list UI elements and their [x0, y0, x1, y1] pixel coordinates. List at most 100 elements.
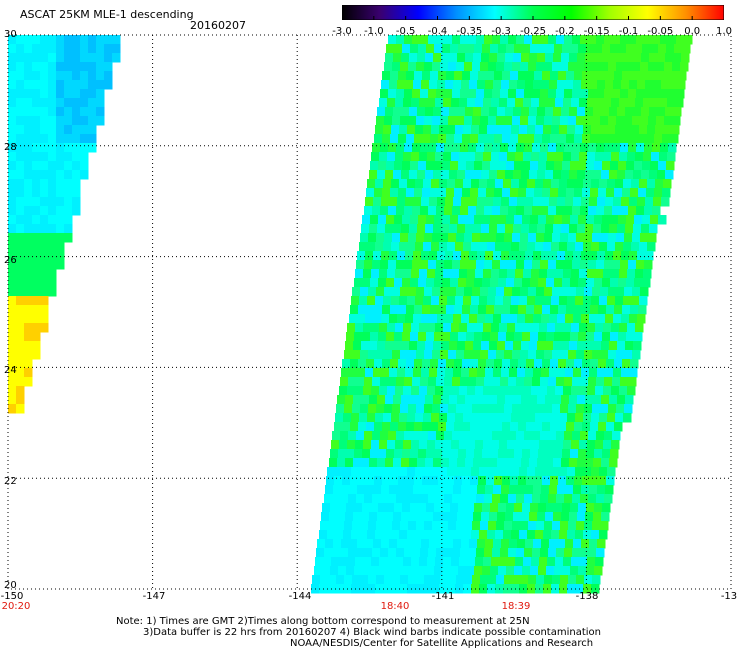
- wind-cell: [368, 233, 377, 243]
- colorbar-tick-label: -0.25: [520, 26, 546, 37]
- wind-cell: [8, 143, 17, 153]
- wind-cell: [16, 278, 25, 288]
- wind-cell: [517, 197, 526, 207]
- wind-cell: [390, 134, 399, 144]
- wind-cell: [88, 107, 97, 117]
- wind-cell: [599, 125, 608, 135]
- wind-cell: [477, 539, 486, 549]
- wind-cell: [352, 287, 361, 297]
- wind-cell: [603, 386, 612, 396]
- wind-cell: [104, 35, 113, 45]
- wind-cell: [588, 377, 597, 387]
- wind-cell: [559, 242, 568, 252]
- wind-cell: [604, 377, 613, 387]
- wind-cell: [547, 440, 556, 450]
- wind-cell: [330, 566, 339, 576]
- wind-cell: [516, 548, 525, 558]
- wind-cell: [441, 341, 450, 351]
- wind-cell: [40, 188, 49, 198]
- wind-cell: [347, 440, 356, 450]
- wind-cell: [454, 134, 463, 144]
- wind-cell: [584, 116, 593, 126]
- wind-cell: [598, 305, 607, 315]
- wind-cell: [411, 152, 420, 162]
- wind-cell: [575, 530, 584, 540]
- wind-cell: [618, 44, 627, 54]
- wind-cell: [661, 80, 670, 90]
- wind-cell: [610, 161, 619, 171]
- wind-cell: [387, 269, 396, 279]
- wind-cell: [595, 98, 604, 108]
- wind-cell: [370, 215, 379, 225]
- wind-cell: [434, 44, 443, 54]
- wind-cell: [386, 44, 395, 54]
- wind-cell: [8, 134, 17, 144]
- wind-cell: [564, 143, 573, 153]
- wind-cell: [528, 521, 537, 531]
- wind-cell: [367, 179, 376, 189]
- wind-cell: [542, 422, 551, 432]
- wind-cell: [614, 359, 623, 369]
- wind-cell: [474, 332, 483, 342]
- wind-cell: [618, 161, 627, 171]
- wind-cell: [470, 305, 479, 315]
- wind-cell: [510, 71, 519, 81]
- wind-cell: [399, 467, 408, 477]
- wind-cell: [418, 449, 427, 459]
- wind-cell: [592, 350, 601, 360]
- wind-cell: [359, 413, 368, 423]
- wind-cell: [456, 116, 465, 126]
- wind-cell: [468, 143, 477, 153]
- wind-cell: [588, 431, 597, 441]
- wind-cell: [620, 89, 629, 99]
- wind-cell: [382, 359, 391, 369]
- wind-cell: [453, 485, 462, 495]
- wind-cell: [487, 530, 496, 540]
- wind-cell: [583, 242, 592, 252]
- wind-cell: [640, 62, 649, 72]
- wind-cell: [645, 197, 654, 207]
- wind-cell: [403, 386, 412, 396]
- wind-cell: [542, 476, 551, 486]
- wind-cell: [428, 260, 437, 270]
- wind-cell: [643, 269, 652, 279]
- wind-cell: [498, 278, 507, 288]
- wind-cell: [410, 44, 419, 54]
- wind-cell: [24, 215, 33, 225]
- wind-cell: [330, 503, 339, 513]
- wind-cell: [533, 314, 542, 324]
- wind-cell: [577, 458, 586, 468]
- wind-cell: [396, 431, 405, 441]
- wind-cell: [573, 197, 582, 207]
- wind-cell: [32, 323, 41, 333]
- wind-cell: [568, 350, 577, 360]
- wind-cell: [355, 323, 364, 333]
- wind-cell: [549, 197, 558, 207]
- wind-cell: [534, 359, 543, 369]
- wind-cell: [469, 251, 478, 261]
- wind-cell: [477, 368, 486, 378]
- wind-cell: [582, 305, 591, 315]
- wind-cell: [610, 332, 619, 342]
- wind-cell: [379, 440, 388, 450]
- wind-cell: [488, 233, 497, 243]
- wind-cell: [566, 188, 575, 198]
- wind-cell: [480, 287, 489, 297]
- wind-cell: [434, 332, 443, 342]
- wind-cell: [627, 152, 636, 162]
- wind-cell: [569, 395, 578, 405]
- wind-cell: [513, 107, 522, 117]
- wind-cell: [515, 557, 524, 567]
- wind-cell: [478, 476, 487, 486]
- wind-cell: [564, 35, 573, 45]
- wind-cell: [48, 125, 57, 135]
- wind-cell: [387, 557, 396, 567]
- wind-cell: [544, 287, 553, 297]
- wind-cell: [479, 413, 488, 423]
- wind-cell: [623, 125, 632, 135]
- wind-cell: [656, 62, 665, 72]
- wind-cell: [457, 53, 466, 63]
- wind-cell: [541, 485, 550, 495]
- wind-cell: [515, 98, 524, 108]
- wind-cell: [619, 323, 628, 333]
